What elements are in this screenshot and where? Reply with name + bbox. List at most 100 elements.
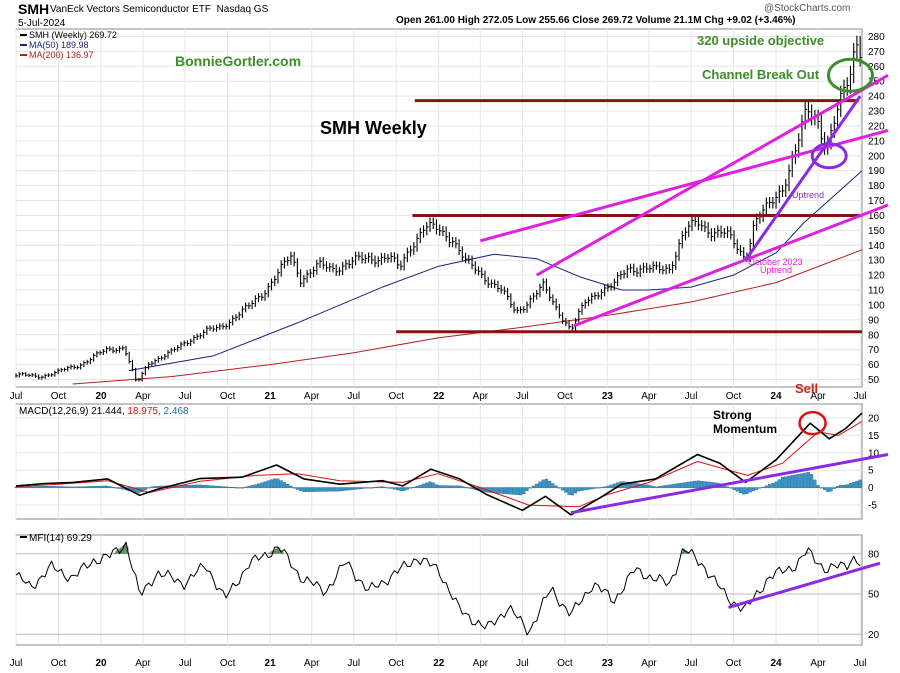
macd-histogram-bar: [289, 485, 293, 488]
price-xtick-label: Apr: [810, 391, 826, 402]
macd-histogram-bar: [260, 482, 264, 488]
macd-histogram-bar: [279, 480, 283, 488]
macd-ytick-label: 0: [868, 483, 874, 494]
chart-date: 5-Jul-2024: [18, 18, 66, 29]
macd-histogram-bar: [852, 482, 856, 488]
macd-histogram-bar: [147, 487, 151, 489]
macd-histogram-bar: [470, 487, 474, 489]
macd-histogram-bar: [227, 486, 232, 488]
macd-histogram-bar: [56, 486, 60, 488]
macd-histogram-bar: [331, 487, 335, 492]
macd-histogram-bar: [363, 487, 367, 489]
macd-histogram-bar: [221, 486, 225, 488]
macd-histogram-bar: [350, 487, 354, 490]
macd-histogram-bar: [586, 487, 591, 490]
price-xtick-label: 20: [95, 391, 107, 402]
macd-histogram-bar: [257, 483, 261, 488]
macd-histogram-bar: [855, 480, 859, 488]
macd-histogram-bar: [454, 485, 458, 488]
macd-histogram-bar: [30, 486, 34, 488]
macd-histogram-bar: [725, 486, 730, 488]
macd-histogram-bar: [218, 486, 222, 488]
macd-histogram-bar: [515, 487, 519, 495]
macd-histogram-bar: [813, 479, 817, 488]
macd-histogram-bar: [577, 487, 581, 492]
macd-histogram-bar: [755, 487, 759, 490]
security-name: VanEck Vectors Semiconductor ETF: [50, 4, 211, 15]
macd-histogram-bar: [768, 484, 772, 488]
macd-histogram-bar: [509, 487, 513, 495]
macd-histogram-bar: [386, 487, 390, 489]
macd-histogram-bar: [344, 487, 348, 491]
macd-histogram-bar: [195, 484, 199, 488]
price-ytick-label: 130: [868, 256, 885, 267]
macd-histogram-bar: [111, 486, 115, 488]
price-xtick-label: 22: [433, 391, 445, 402]
macd-histogram-bar: [667, 484, 671, 488]
price-xtick-label: Jul: [10, 391, 23, 402]
macd-histogram-bar: [20, 486, 25, 488]
macd-histogram-bar: [696, 480, 700, 488]
macd-histogram-bar: [69, 486, 73, 488]
price-xtick-label: Oct: [726, 391, 742, 402]
macd-histogram-bar: [396, 487, 400, 491]
price-xtick-label: Jul: [685, 391, 698, 402]
macd-histogram-bar: [237, 487, 241, 489]
macd-histogram-bar: [661, 485, 665, 488]
macd-histogram-bar: [561, 487, 565, 491]
macd-histogram-bar: [700, 480, 704, 488]
macd-histogram-bar: [383, 486, 387, 488]
price-ytick-label: 240: [868, 92, 885, 103]
mfi-xtick-label: Jul: [179, 658, 192, 669]
macd-histogram-bar: [95, 486, 99, 488]
price-xtick-label: Jul: [516, 391, 529, 402]
macd-histogram-bar: [341, 487, 345, 491]
macd-histogram-bar: [108, 486, 112, 488]
macd-histogram-bar: [464, 487, 468, 488]
macd-histogram-bar: [858, 479, 862, 488]
macd-histogram-bar: [693, 480, 697, 488]
macd-histogram-bar: [250, 485, 254, 488]
macd-histogram-bar: [541, 479, 545, 488]
macd-histogram-bar: [62, 486, 67, 488]
macd-histogram-bar: [506, 487, 510, 495]
macd-histogram-bar: [816, 485, 820, 488]
macd-histogram-bar: [434, 484, 439, 488]
macd-histogram-bar: [82, 486, 86, 488]
price-xtick-label: Oct: [220, 391, 236, 402]
price-xtick-label: Jul: [347, 391, 360, 402]
macd-histogram-bar: [690, 481, 694, 488]
macd-histogram-bar: [214, 485, 219, 488]
macd-histogram-bar: [150, 486, 154, 488]
macd-histogram-bar: [573, 487, 578, 494]
macd-histogram-bar: [654, 486, 658, 488]
mfi-xtick-label: Apr: [473, 658, 489, 669]
macd-histogram-bar: [499, 487, 503, 494]
macd-histogram-bar: [687, 481, 691, 488]
macd-histogram-bar: [810, 474, 814, 488]
macd-histogram-bar: [263, 481, 267, 488]
macd-histogram-bar: [295, 487, 299, 490]
macd-histogram-bar: [208, 485, 212, 488]
macd-sell-circle: [798, 410, 827, 436]
macd-ytick-label: 5: [868, 466, 874, 477]
macd-histogram-bar: [299, 487, 303, 491]
macd-histogram-bar: [599, 487, 603, 489]
macd-histogram-bar: [114, 487, 118, 489]
macd-histogram-bar: [444, 485, 448, 488]
macd-legend-hist: 2.468: [164, 406, 189, 417]
macd-histogram-bar: [266, 480, 270, 488]
price-ytick-label: 120: [868, 271, 885, 282]
price-xtick-label: Jul: [179, 391, 192, 402]
macd-histogram-bar: [525, 487, 529, 491]
macd-histogram-bar: [742, 487, 746, 495]
price-legend-label: SMH (Weekly) 269.72: [29, 30, 117, 40]
mfi-xtick-label: 20: [95, 658, 107, 669]
macd-histogram-bar: [625, 481, 629, 488]
macd-histogram-bar: [522, 487, 526, 495]
price-xtick-label: Apr: [135, 391, 151, 402]
macd-histogram-bar: [683, 482, 688, 488]
macd-histogram-bar: [286, 484, 290, 488]
macd-histogram-bar: [321, 487, 325, 492]
